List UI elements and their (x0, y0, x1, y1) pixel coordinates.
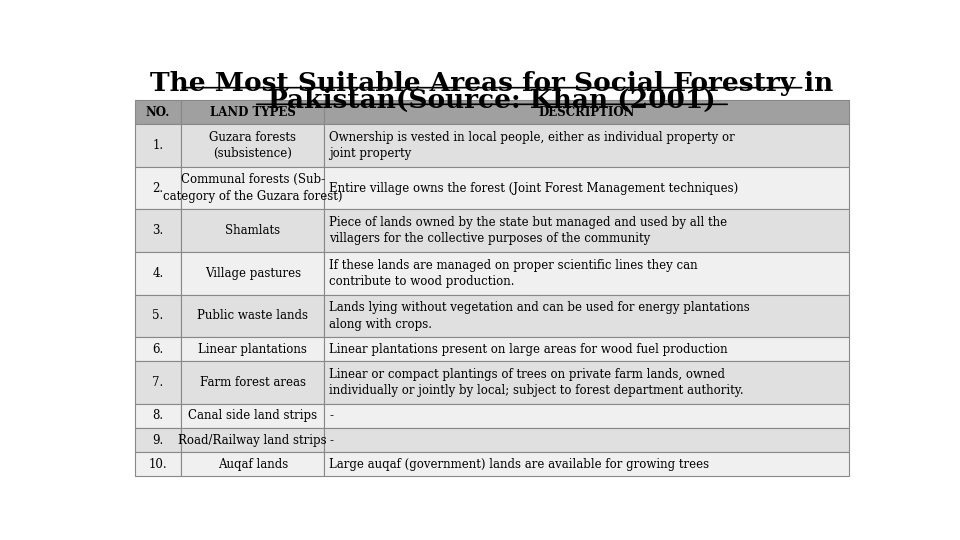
Text: Ownership is vested in local people, either as individual property or
joint prop: Ownership is vested in local people, eit… (329, 131, 735, 160)
Text: Farm forest areas: Farm forest areas (200, 376, 305, 389)
Text: Road/Railway land strips: Road/Railway land strips (179, 434, 327, 447)
Bar (181, 361, 324, 404)
Text: If these lands are managed on proper scientific lines they can
contribute to woo: If these lands are managed on proper sci… (329, 259, 698, 288)
Text: Linear or compact plantings of trees on private farm lands, owned
individually o: Linear or compact plantings of trees on … (329, 368, 744, 397)
Text: 3.: 3. (153, 224, 164, 237)
Text: Canal side land strips: Canal side land strips (188, 409, 318, 422)
Text: Linear plantations present on large areas for wood fuel production: Linear plantations present on large area… (329, 343, 728, 356)
Text: Village pastures: Village pastures (204, 267, 300, 280)
Bar (134, 361, 181, 404)
Bar (134, 404, 181, 428)
Text: -: - (329, 434, 333, 447)
Bar (134, 100, 181, 124)
Bar (181, 252, 324, 295)
Text: Guzara forests
(subsistence): Guzara forests (subsistence) (209, 131, 297, 160)
Bar (134, 295, 181, 337)
Bar (181, 210, 324, 252)
Bar (324, 428, 849, 453)
Bar (324, 167, 849, 210)
Bar (181, 337, 324, 361)
Text: Pakistan(Source: Khan (2001): Pakistan(Source: Khan (2001) (268, 87, 716, 113)
Text: Piece of lands owned by the state but managed and used by all the
villagers for : Piece of lands owned by the state but ma… (329, 216, 728, 246)
Text: Auqaf lands: Auqaf lands (218, 458, 288, 471)
Text: DESCRIPTION: DESCRIPTION (539, 106, 635, 119)
Bar (324, 404, 849, 428)
Text: Public waste lands: Public waste lands (197, 309, 308, 322)
Bar (134, 124, 181, 167)
Text: Shamlats: Shamlats (226, 224, 280, 237)
Bar (181, 428, 324, 453)
Bar (181, 100, 324, 124)
Bar (324, 453, 849, 476)
Bar (324, 210, 849, 252)
Bar (134, 252, 181, 295)
Text: Large auqaf (government) lands are available for growing trees: Large auqaf (government) lands are avail… (329, 458, 709, 471)
Bar (324, 337, 849, 361)
Bar (181, 124, 324, 167)
Bar (324, 361, 849, 404)
Text: Communal forests (Sub-
category of the Guzara forest): Communal forests (Sub- category of the G… (163, 173, 343, 203)
Bar (134, 337, 181, 361)
Bar (134, 210, 181, 252)
Text: 4.: 4. (153, 267, 164, 280)
Text: Linear plantations: Linear plantations (199, 343, 307, 356)
Text: NO.: NO. (146, 106, 170, 119)
Bar (324, 124, 849, 167)
Bar (134, 167, 181, 210)
Bar (181, 167, 324, 210)
Bar (181, 295, 324, 337)
Bar (134, 453, 181, 476)
Text: LAND TYPES: LAND TYPES (210, 106, 296, 119)
Bar (324, 295, 849, 337)
Text: Lands lying without vegetation and can be used for energy plantations
along with: Lands lying without vegetation and can b… (329, 301, 750, 330)
Text: 1.: 1. (153, 139, 163, 152)
Text: The Most Suitable Areas for Social Forestry in: The Most Suitable Areas for Social Fores… (151, 71, 833, 96)
Text: 10.: 10. (149, 458, 167, 471)
Text: 6.: 6. (153, 343, 164, 356)
Bar (134, 428, 181, 453)
Text: 2.: 2. (153, 181, 163, 195)
Bar (181, 453, 324, 476)
Text: 9.: 9. (153, 434, 164, 447)
Bar (181, 404, 324, 428)
Text: -: - (329, 409, 333, 422)
Bar (324, 252, 849, 295)
Text: Entire village owns the forest (Joint Forest Management techniques): Entire village owns the forest (Joint Fo… (329, 181, 738, 195)
Text: 7.: 7. (153, 376, 164, 389)
Text: 8.: 8. (153, 409, 163, 422)
Bar (324, 100, 849, 124)
Text: 5.: 5. (153, 309, 164, 322)
